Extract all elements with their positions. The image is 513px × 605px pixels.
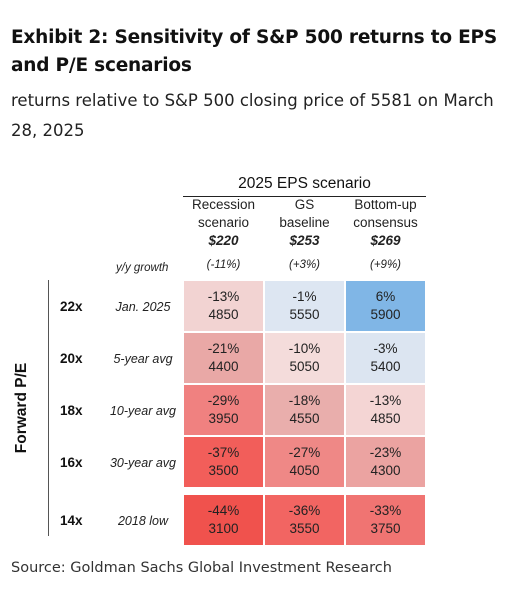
- cell-return: -29%: [207, 393, 240, 408]
- cell-level: 3100: [208, 521, 239, 536]
- source-note: Source: Goldman Sachs Global Investment …: [11, 560, 392, 576]
- cell-level: 4850: [370, 411, 401, 426]
- table-cell: -21% 4400: [184, 333, 263, 383]
- axis-divider: [48, 280, 49, 536]
- cell-return: -33%: [369, 503, 402, 518]
- column-growth: (+9%): [370, 259, 401, 271]
- exhibit-title: Exhibit 2: Sensitivity of S&P 500 return…: [11, 27, 498, 76]
- table-cell: -33% 3750: [346, 495, 425, 545]
- table-cell: -1% 5550: [265, 281, 344, 331]
- column-eps-value: $253: [289, 233, 320, 248]
- row-description: 5-year avg: [113, 352, 173, 366]
- table-cell: -44% 3100: [184, 495, 263, 545]
- cell-return: -21%: [207, 341, 240, 356]
- column-header-line2: baseline: [279, 215, 330, 230]
- cell-return: -1%: [292, 289, 317, 304]
- cell-level: 5550: [289, 307, 320, 322]
- cell-return: -36%: [288, 503, 321, 518]
- cell-return: -13%: [369, 393, 402, 408]
- row-multiple: 20x: [60, 351, 83, 366]
- eps-scenario-header: 2025 EPS scenario: [183, 172, 426, 197]
- row-multiple: 14x: [60, 513, 83, 528]
- cell-level: 4300: [370, 463, 401, 478]
- table-cell: -13% 4850: [184, 281, 263, 331]
- row-multiple: 16x: [60, 455, 83, 470]
- cell-return: -18%: [288, 393, 321, 408]
- column-header-line1: GS: [294, 197, 315, 212]
- table-cell: -36% 3550: [265, 495, 344, 545]
- table-cell: -23% 4300: [346, 437, 425, 487]
- cell-level: 3500: [208, 463, 239, 478]
- cell-level: 4850: [208, 307, 239, 322]
- cell-return: -27%: [288, 445, 321, 460]
- column-header-consensus: Bottom-up consensus $269 (+9%): [345, 196, 426, 274]
- cell-level: 3950: [208, 411, 239, 426]
- column-header-line1: Recession: [191, 197, 256, 212]
- cell-level: 4050: [289, 463, 320, 478]
- column-eps-value: $269: [370, 233, 401, 248]
- row-description: Jan. 2025: [115, 300, 171, 314]
- row-multiple: 18x: [60, 403, 83, 418]
- cell-return: 6%: [375, 289, 396, 304]
- cell-level: 3750: [370, 521, 401, 536]
- cell-return: -23%: [369, 445, 402, 460]
- row-description: 2018 low: [117, 514, 169, 528]
- cell-return: -44%: [207, 503, 240, 518]
- cell-level: 5900: [370, 307, 401, 322]
- table-cell: -29% 3950: [184, 385, 263, 435]
- column-header-line2: scenario: [197, 215, 250, 230]
- cell-level: 5050: [289, 359, 320, 374]
- cell-level: 3550: [289, 521, 320, 536]
- cell-level: 5400: [370, 359, 401, 374]
- row-multiple: 22x: [60, 299, 83, 314]
- cell-return: -10%: [288, 341, 321, 356]
- table-cell: -37% 3500: [184, 437, 263, 487]
- cell-return: -3%: [373, 341, 398, 356]
- table-cell: -18% 4550: [265, 385, 344, 435]
- table-cell: -3% 5400: [346, 333, 425, 383]
- column-header-line1: Bottom-up: [354, 197, 417, 212]
- column-growth: (-11%): [206, 259, 241, 271]
- cell-level: 4400: [208, 359, 239, 374]
- column-eps-value: $220: [208, 233, 239, 248]
- row-description: 30-year avg: [109, 456, 176, 470]
- column-header-recession: Recession scenario $220 (-11%): [183, 196, 264, 274]
- cell-return: -37%: [207, 445, 240, 460]
- table-cell: -27% 4050: [265, 437, 344, 487]
- column-growth: (+3%): [289, 259, 320, 271]
- cell-level: 4550: [289, 411, 320, 426]
- row-description: 10-year avg: [109, 404, 176, 418]
- table-cell: -13% 4850: [346, 385, 425, 435]
- table-cell: 6% 5900: [346, 281, 425, 331]
- column-header-line2: consensus: [353, 215, 418, 230]
- growth-row-label: y/y growth: [116, 262, 169, 274]
- exhibit-subtitle: returns relative to S&P 500 closing pric…: [11, 91, 494, 140]
- table-cell: -10% 5050: [265, 333, 344, 383]
- cell-return: -13%: [207, 289, 240, 304]
- forward-pe-axis-label: Forward P/E: [13, 362, 30, 454]
- column-header-gs-baseline: GS baseline $253 (+3%): [264, 196, 345, 274]
